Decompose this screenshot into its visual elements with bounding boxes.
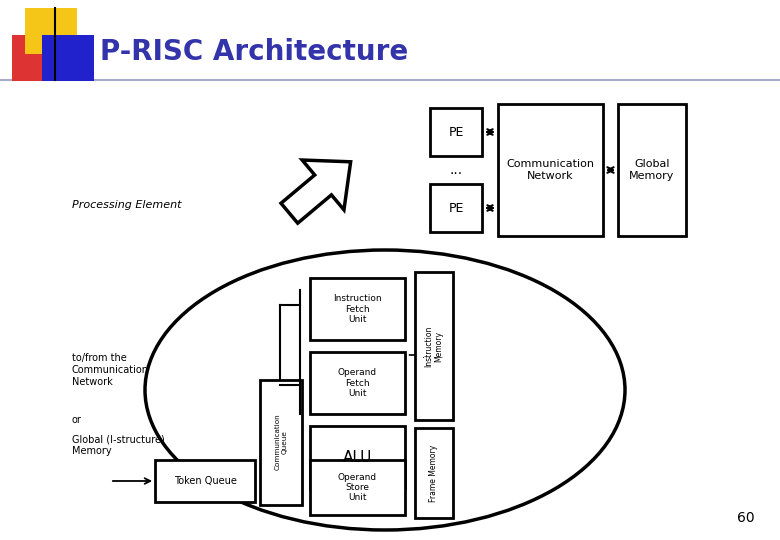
Text: . . . .: . . . . [422, 350, 443, 360]
Bar [430, 108, 482, 156]
Bar [310, 352, 405, 414]
Bar [618, 104, 686, 236]
Text: 60: 60 [737, 511, 755, 525]
Bar [155, 460, 255, 502]
Bar [310, 460, 405, 515]
Polygon shape [281, 160, 351, 223]
Text: PE: PE [448, 125, 463, 138]
Bar [42, 35, 94, 81]
Text: Token Queue: Token Queue [174, 476, 236, 486]
Bar [430, 184, 482, 232]
Text: P-RISC Architecture: P-RISC Architecture [100, 38, 408, 66]
Ellipse shape [145, 250, 625, 530]
Text: Communication
Queue: Communication Queue [275, 414, 288, 470]
Text: Instruction
Fetch
Unit: Instruction Fetch Unit [333, 294, 382, 324]
Text: Communication
Network: Communication Network [506, 159, 594, 181]
Bar [498, 104, 603, 236]
Text: Global
Memory: Global Memory [629, 159, 675, 181]
Bar [310, 278, 405, 340]
Text: Frame Memory: Frame Memory [430, 444, 438, 502]
Text: or: or [72, 415, 82, 425]
Text: to/from the
Communication
Network: to/from the Communication Network [72, 353, 149, 387]
Bar [415, 272, 453, 420]
Text: Processing Element: Processing Element [72, 200, 182, 210]
Text: ALU: ALU [343, 449, 372, 464]
Text: Operand
Store
Unit: Operand Store Unit [338, 472, 377, 502]
Text: Instruction
Memory: Instruction Memory [424, 325, 444, 367]
Text: Global (I-structure)
Memory: Global (I-structure) Memory [72, 434, 165, 456]
Text: PE: PE [448, 201, 463, 214]
Text: Operand
Fetch
Unit: Operand Fetch Unit [338, 368, 377, 398]
Bar [12, 35, 64, 81]
Text: ...: ... [449, 163, 463, 177]
Bar [310, 426, 405, 488]
Bar [415, 428, 453, 518]
Bar [260, 380, 302, 505]
Bar [25, 8, 77, 54]
